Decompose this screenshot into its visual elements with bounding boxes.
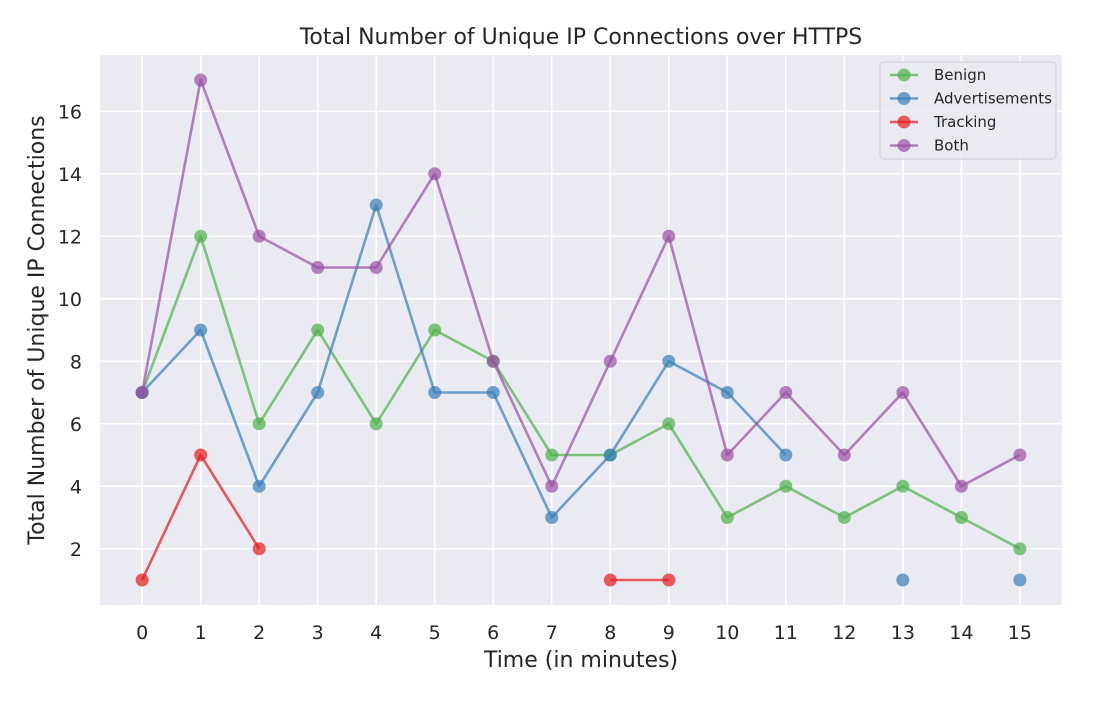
x-tick-label: 12	[832, 622, 856, 644]
data-point-advertisements	[311, 386, 325, 399]
data-point-benign	[1013, 542, 1027, 556]
legend-marker-benign	[897, 68, 911, 82]
series-line-benign	[140, 234, 1021, 550]
data-point-benign	[311, 323, 325, 337]
data-point-benign	[954, 511, 968, 524]
data-point-advertisements	[779, 448, 793, 462]
series-both	[135, 73, 1027, 493]
data-point-advertisements	[603, 448, 617, 462]
data-point-both	[135, 386, 149, 399]
data-point-both	[369, 261, 383, 274]
data-point-tracking	[603, 573, 617, 587]
y-tick-label: 8	[70, 351, 82, 373]
data-point-benign	[194, 229, 208, 243]
x-tick-label: 8	[604, 622, 616, 644]
y-tick-label: 6	[70, 414, 82, 436]
x-tick-label: 5	[429, 622, 441, 644]
data-point-advertisements	[662, 354, 676, 368]
legend-marker-tracking	[897, 115, 911, 129]
data-point-both	[662, 229, 676, 243]
data-point-benign	[252, 417, 266, 431]
legend: Benign Advertisements Tracking Both	[879, 61, 1057, 160]
data-point-benign	[662, 417, 676, 431]
legend-marker-advertisements	[897, 92, 911, 105]
legend-label: Both	[934, 137, 969, 155]
x-tick-label: 13	[891, 622, 915, 644]
data-point-benign	[720, 511, 734, 524]
data-point-both	[428, 167, 442, 181]
x-tick-label: 9	[663, 622, 675, 644]
data-point-advertisements	[545, 511, 559, 524]
data-point-advertisements	[428, 386, 442, 399]
x-tick-label: 3	[312, 622, 324, 644]
legend-label: Advertisements	[934, 90, 1052, 108]
data-point-advertisements	[486, 386, 500, 399]
x-tick-label: 0	[136, 622, 148, 644]
legend-label: Tracking	[933, 113, 996, 131]
data-point-tracking	[135, 573, 149, 587]
legend-label: Benign	[934, 66, 986, 84]
data-point-tracking	[194, 448, 208, 462]
data-point-benign	[837, 511, 851, 524]
x-tick-label: 4	[370, 622, 382, 644]
data-point-both	[720, 448, 734, 462]
data-point-both	[837, 448, 851, 462]
series-layer	[135, 73, 1027, 587]
x-tick-label: 7	[546, 622, 558, 644]
data-point-tracking	[662, 573, 676, 587]
x-tick-label: 14	[949, 622, 973, 644]
data-point-advertisements	[720, 386, 734, 399]
y-tick-label: 4	[70, 476, 82, 498]
x-tick-label: 10	[715, 622, 739, 644]
data-point-both	[603, 354, 617, 368]
x-tick-label: 11	[774, 622, 798, 644]
x-axis-label: Time (in minutes)	[483, 648, 678, 673]
data-point-benign	[545, 448, 559, 462]
data-point-benign	[779, 479, 793, 493]
data-point-advertisements	[896, 573, 910, 587]
y-tick-label: 12	[58, 226, 82, 248]
chart-title: Total Number of Unique IP Connections ov…	[299, 25, 863, 50]
data-point-tracking	[252, 542, 266, 556]
data-point-advertisements	[194, 323, 208, 337]
series-line-advertisements	[141, 203, 787, 519]
series-line-both	[140, 78, 1021, 488]
data-point-both	[194, 73, 208, 87]
data-point-both	[311, 261, 325, 274]
data-point-advertisements	[1013, 573, 1027, 587]
data-point-both	[1013, 448, 1027, 462]
data-point-both	[486, 354, 500, 368]
y-tick-label: 14	[58, 164, 82, 186]
legend-box	[879, 61, 1057, 160]
series-tracking	[135, 448, 676, 587]
data-point-benign	[896, 479, 910, 493]
legend-marker-both	[897, 139, 911, 152]
data-point-advertisements	[369, 198, 383, 212]
x-tick-label: 1	[195, 622, 207, 644]
data-point-benign	[369, 417, 383, 431]
data-point-both	[954, 479, 968, 493]
data-point-benign	[428, 323, 442, 337]
data-point-both	[545, 479, 559, 493]
y-tick-label: 2	[70, 539, 82, 561]
data-point-both	[896, 386, 910, 399]
x-tick-label: 2	[253, 622, 265, 644]
y-tick-label: 10	[58, 289, 82, 311]
data-point-both	[252, 229, 266, 243]
data-point-advertisements	[252, 479, 266, 493]
x-tick-label: 15	[1008, 622, 1032, 644]
y-axis-label: Total Number of Unique IP Connections	[25, 115, 50, 545]
data-point-both	[779, 386, 793, 399]
x-tick-label: 6	[487, 622, 499, 644]
y-tick-label: 16	[58, 101, 82, 123]
